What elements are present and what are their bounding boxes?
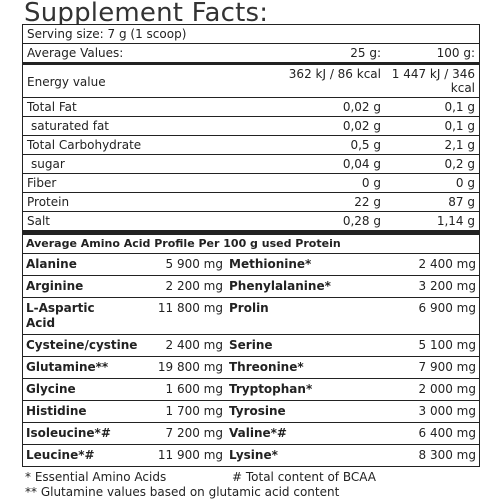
amino-name: Tryptophan* [229, 382, 313, 396]
table-row: Fiber 0 g 0 g [23, 174, 479, 193]
nutrient-value-100g: 0,2 g [444, 157, 475, 171]
nutrient-value-100g: 1,14 g [436, 214, 475, 228]
header-label: Average Values: [27, 46, 124, 60]
header-col-25g: 25 g: [350, 46, 381, 60]
amino-value: 8 300 mg [418, 448, 476, 462]
footnote-bcaa: # Total content of BCAA [232, 470, 376, 484]
nutrient-value-25g: 0,5 g [350, 138, 381, 152]
amino-value: 5 100 mg [418, 338, 476, 352]
amino-value: 7 900 mg [418, 360, 476, 374]
page-title: Supplement Facts: [24, 0, 269, 24]
amino-name: Valine*# [229, 426, 287, 440]
amino-name: Lysine* [229, 448, 278, 462]
amino-acid-table: Alanine 5 900 mg Methionine* 2 400 mg Argini… [23, 254, 479, 467]
footnote-essential: * Essential Amino Acids [25, 470, 167, 484]
table-row: Energy value 362 kJ / 86 kcal 1 447 kJ /… [23, 63, 479, 98]
amino-name: Glycine [26, 382, 76, 396]
table-row: saturated fat 0,02 g 0,1 g [23, 117, 479, 136]
amino-value: 1 600 mg [165, 382, 223, 396]
amino-value: 2 400 mg [418, 257, 476, 271]
nutrient-value-100g: 0,1 g [444, 119, 475, 133]
serving-size-text: Serving size: 7 g (1 scoop) [27, 27, 187, 41]
amino-name: Isoleucine*# [26, 426, 111, 440]
nutrient-name: sugar [31, 157, 65, 171]
amino-name: Histidine [26, 404, 87, 418]
amino-value: 7 200 mg [165, 426, 223, 440]
table-row: Salt 0,28 g 1,14 g [23, 212, 479, 231]
nutrient-value-100g: 1 447 kJ / 346 kcal [391, 67, 475, 95]
table-row: Glutamine** 19 800 mg Threonine* 7 900 mg [23, 357, 479, 379]
nutrient-value-100g: 0,1 g [444, 100, 475, 114]
amino-name: Arginine [26, 279, 84, 293]
amino-value: 2 400 mg [165, 338, 223, 352]
amino-value: 3 000 mg [418, 404, 476, 418]
nutrient-name: Fiber [27, 176, 57, 190]
table-row: Leucine*# 11 900 mg Lysine* 8 300 mg [23, 445, 479, 467]
table-row: Cysteine/cystine 2 400 mg Serine 5 100 mg [23, 335, 479, 357]
table-row: Isoleucine*# 7 200 mg Valine*# 6 400 mg [23, 423, 479, 445]
nutrient-value-25g: 0,02 g [342, 100, 381, 114]
amino-profile-heading: Average Amino Acid Profile Per 100 g use… [23, 231, 479, 254]
amino-name: Serine [229, 338, 273, 352]
nutrient-value-25g: 0,04 g [342, 157, 381, 171]
amino-name: Phenylalanine* [229, 279, 331, 293]
amino-name: Methionine* [229, 257, 312, 271]
serving-size-row: Serving size: 7 g (1 scoop) [23, 25, 479, 44]
header-col-100g: 100 g: [436, 46, 475, 60]
amino-value: 6 400 mg [418, 426, 476, 440]
table-row: sugar 0,04 g 0,2 g [23, 155, 479, 174]
nutrient-value-100g: 87 g [448, 195, 475, 209]
amino-name: Alanine [26, 257, 77, 271]
table-row: L-Aspartic Acid 11 800 mg Prolin 6 900 mg [23, 298, 479, 335]
amino-name: L-Aspartic Acid [26, 301, 95, 330]
nutrient-value-100g: 0 g [455, 176, 475, 190]
table-row: Alanine 5 900 mg Methionine* 2 400 mg [23, 254, 479, 276]
amino-value: 5 900 mg [165, 257, 223, 271]
amino-value: 3 200 mg [418, 279, 476, 293]
amino-value: 2 200 mg [165, 279, 223, 293]
table-header-row: Average Values: 25 g: 100 g: [23, 44, 479, 63]
table-row: Protein 22 g 87 g [23, 193, 479, 212]
footnotes: * Essential Amino Acids # Total content … [22, 467, 500, 500]
amino-value: 6 900 mg [418, 301, 476, 315]
nutrient-name: Protein [27, 195, 70, 209]
table-row: Glycine 1 600 mg Tryptophan* 2 000 mg [23, 379, 479, 401]
nutrient-value-25g: 22 g [354, 195, 381, 209]
nutrient-value-100g: 2,1 g [444, 138, 475, 152]
nutrient-value-25g: 0,02 g [342, 119, 381, 133]
nutrient-value-25g: 0,28 g [342, 214, 381, 228]
amino-name: Threonine* [229, 360, 304, 374]
nutrient-name: Total Carbohydrate [27, 138, 142, 152]
nutrient-name: saturated fat [31, 119, 110, 133]
footnote-glutamine: ** Glutamine values based on glutamic ac… [25, 485, 340, 499]
amino-value: 2 000 mg [418, 382, 476, 396]
nutrient-name: Salt [27, 214, 51, 228]
amino-name: Cysteine/cystine [26, 338, 138, 352]
amino-name: Prolin [229, 301, 269, 315]
amino-name: Tyrosine [229, 404, 286, 418]
nutrient-value-25g: 362 kJ / 86 kcal [288, 67, 381, 81]
amino-name: Glutamine** [26, 360, 109, 374]
nutrient-value-25g: 0 g [361, 176, 381, 190]
amino-value: 19 800 mg [157, 360, 223, 374]
table-row: Histidine 1 700 mg Tyrosine 3 000 mg [23, 401, 479, 423]
table-row: Arginine 2 200 mg Phenylalanine* 3 200 mg [23, 276, 479, 298]
amino-name: Leucine*# [26, 448, 95, 462]
table-row: Total Carbohydrate 0,5 g 2,1 g [23, 136, 479, 155]
table-row: Total Fat 0,02 g 0,1 g [23, 98, 479, 117]
nutrition-table: Serving size: 7 g (1 scoop) Average Valu… [22, 24, 480, 467]
amino-value: 1 700 mg [165, 404, 223, 418]
amino-value: 11 900 mg [157, 448, 223, 462]
amino-value: 11 800 mg [157, 301, 223, 315]
nutrient-name: Total Fat [27, 100, 77, 114]
nutrient-name: Energy value [27, 75, 106, 89]
